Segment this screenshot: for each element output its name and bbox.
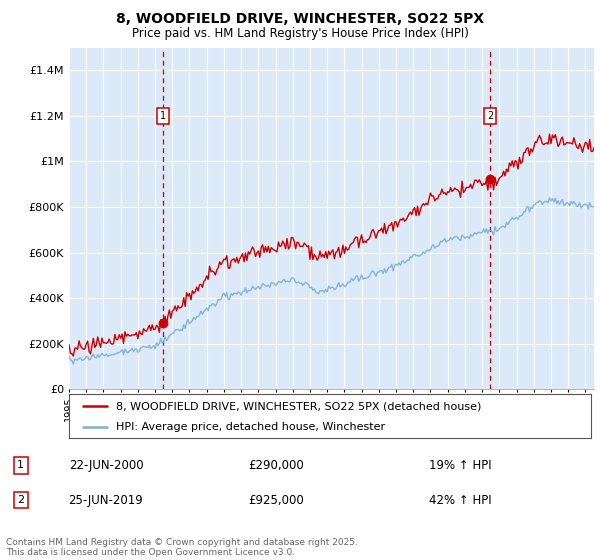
Text: Price paid vs. HM Land Registry's House Price Index (HPI): Price paid vs. HM Land Registry's House …	[131, 27, 469, 40]
Text: 2: 2	[17, 495, 24, 505]
Text: Contains HM Land Registry data © Crown copyright and database right 2025.
This d: Contains HM Land Registry data © Crown c…	[6, 538, 358, 557]
Text: 2: 2	[487, 111, 493, 121]
Text: 22-JUN-2000: 22-JUN-2000	[68, 459, 143, 472]
Text: 42% ↑ HPI: 42% ↑ HPI	[430, 493, 492, 507]
Text: HPI: Average price, detached house, Winchester: HPI: Average price, detached house, Winc…	[116, 422, 385, 432]
Text: 1: 1	[17, 460, 24, 470]
Text: 25-JUN-2019: 25-JUN-2019	[68, 493, 143, 507]
Text: £290,000: £290,000	[248, 459, 304, 472]
Text: 8, WOODFIELD DRIVE, WINCHESTER, SO22 5PX (detached house): 8, WOODFIELD DRIVE, WINCHESTER, SO22 5PX…	[116, 402, 481, 412]
Text: £925,000: £925,000	[248, 493, 304, 507]
Text: 19% ↑ HPI: 19% ↑ HPI	[430, 459, 492, 472]
Text: 8, WOODFIELD DRIVE, WINCHESTER, SO22 5PX: 8, WOODFIELD DRIVE, WINCHESTER, SO22 5PX	[116, 12, 484, 26]
Text: 1: 1	[160, 111, 166, 121]
